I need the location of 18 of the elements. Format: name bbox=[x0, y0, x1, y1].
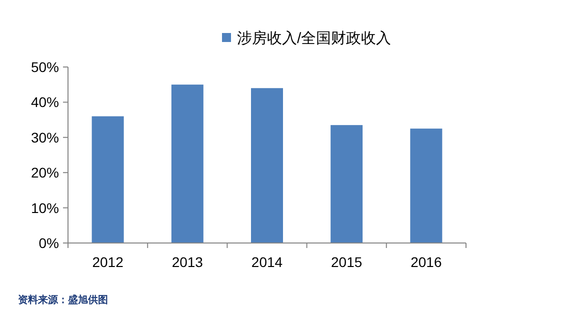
x-tick-label: 2014 bbox=[251, 254, 283, 270]
text: 资料来源：盛旭供图 bbox=[18, 294, 108, 306]
x-tick-label: 2012 bbox=[92, 254, 124, 270]
y-tick-label: 0% bbox=[38, 235, 59, 251]
y-tick-label: 40% bbox=[30, 94, 59, 110]
y-tick-label: 30% bbox=[30, 129, 59, 146]
bar bbox=[251, 88, 283, 243]
x-tick-label: 2016 bbox=[410, 254, 442, 270]
bar bbox=[330, 125, 363, 243]
bar bbox=[410, 128, 442, 243]
y-tick-label: 20% bbox=[30, 164, 59, 181]
y-tick-label: 10% bbox=[30, 200, 59, 216]
bar bbox=[92, 116, 124, 243]
x-tick-label: 2013 bbox=[172, 254, 204, 270]
y-tick-label: 50% bbox=[30, 59, 59, 75]
legend-label: 涉房收入/全国财政收入 bbox=[237, 30, 392, 47]
x-tick-label: 2015 bbox=[331, 254, 362, 270]
bar bbox=[171, 84, 204, 243]
